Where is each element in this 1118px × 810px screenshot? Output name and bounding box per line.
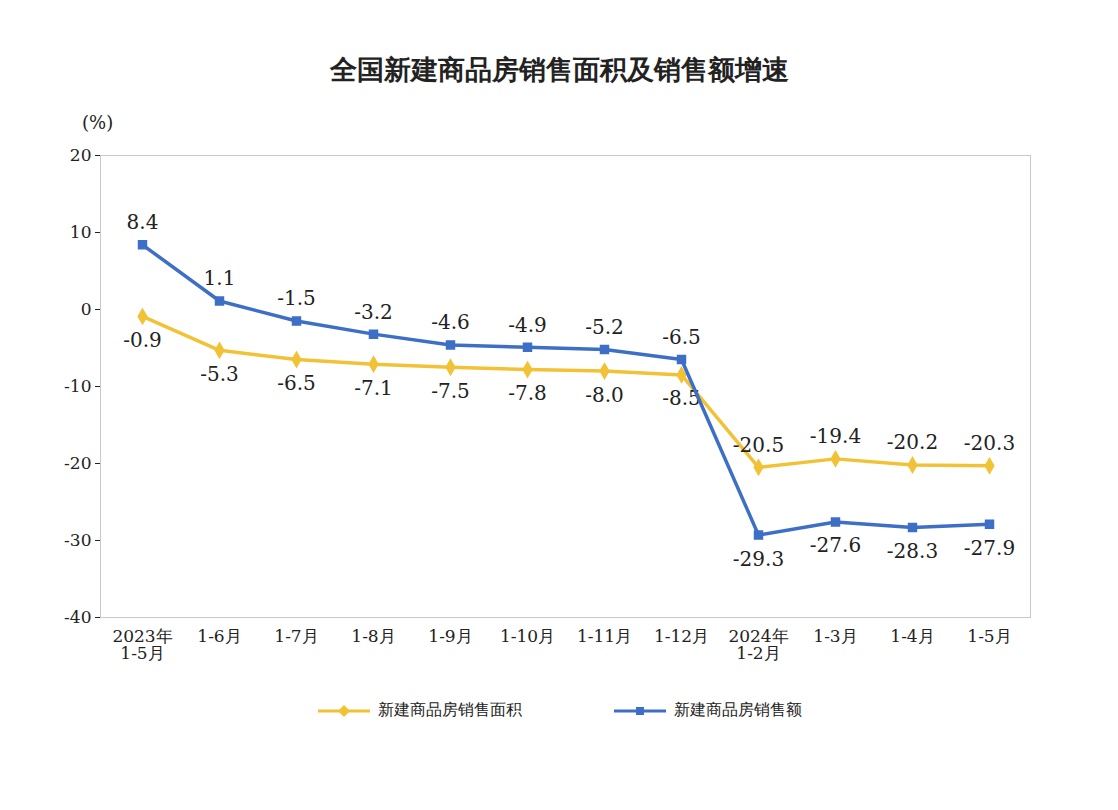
svg-text:-4.9: -4.9 [508, 313, 547, 337]
svg-text:-10: -10 [64, 376, 91, 396]
svg-text:20: 20 [70, 145, 92, 165]
svg-text:-20.5: -20.5 [733, 433, 784, 457]
svg-text:1-3月: 1-3月 [813, 626, 857, 646]
svg-text:-6.5: -6.5 [662, 325, 701, 349]
svg-text:-4.6: -4.6 [431, 310, 470, 334]
svg-text:-20.3: -20.3 [964, 431, 1015, 455]
svg-text:-27.6: -27.6 [810, 533, 861, 557]
svg-text:1-12月: 1-12月 [654, 626, 709, 646]
svg-text:-6.5: -6.5 [277, 371, 316, 395]
svg-text:-20.2: -20.2 [887, 430, 938, 454]
svg-text:-40: -40 [64, 607, 91, 627]
svg-text:1-5月: 1-5月 [967, 626, 1011, 646]
svg-text:-7.1: -7.1 [354, 376, 393, 400]
svg-text:-3.2: -3.2 [354, 300, 393, 324]
svg-text:1-11月: 1-11月 [577, 626, 632, 646]
svg-text:1-10月: 1-10月 [500, 626, 555, 646]
svg-text:-20: -20 [64, 453, 91, 473]
html-text:新建商品房销售面积: 新建商品房销售面积 [378, 700, 522, 719]
svg-text:1-8月: 1-8月 [351, 626, 395, 646]
html-text:新建商品房销售额: 新建商品房销售额 [674, 700, 802, 719]
svg-text:-8.5: -8.5 [662, 386, 701, 411]
svg-text:-7.5: -7.5 [431, 379, 470, 403]
svg-text:-29.3: -29.3 [733, 547, 784, 571]
svg-text:-5.3: -5.3 [200, 362, 239, 386]
svg-text:-28.3: -28.3 [887, 539, 938, 563]
svg-text:10: 10 [70, 222, 92, 242]
svg-text:-5.2: -5.2 [585, 315, 624, 339]
svg-text:8.4: 8.4 [127, 210, 159, 234]
svg-text:1-7月: 1-7月 [274, 626, 318, 646]
svg-text:1-6月: 1-6月 [197, 626, 241, 646]
svg-text:-0.9: -0.9 [123, 328, 162, 352]
svg-text:2023年1-5月: 2023年1-5月 [112, 626, 172, 663]
svg-text:-1.5: -1.5 [277, 286, 316, 310]
svg-text:1.1: 1.1 [204, 266, 236, 290]
svg-text:-7.8: -7.8 [508, 381, 547, 405]
svg-text:-19.4: -19.4 [810, 424, 861, 448]
svg-text:1-9月: 1-9月 [428, 626, 472, 646]
svg-text:-8.0: -8.0 [585, 383, 624, 407]
svg-text:1-4月: 1-4月 [890, 626, 934, 646]
svg-text:0: 0 [81, 299, 92, 319]
svg-text:-30: -30 [64, 530, 91, 550]
svg-text:2024年1-2月: 2024年1-2月 [728, 626, 788, 663]
html-text:全国新建商品房销售面积及销售额增速: 全国新建商品房销售面积及销售额增速 [329, 54, 789, 85]
svg-text:-27.9: -27.9 [964, 536, 1015, 560]
